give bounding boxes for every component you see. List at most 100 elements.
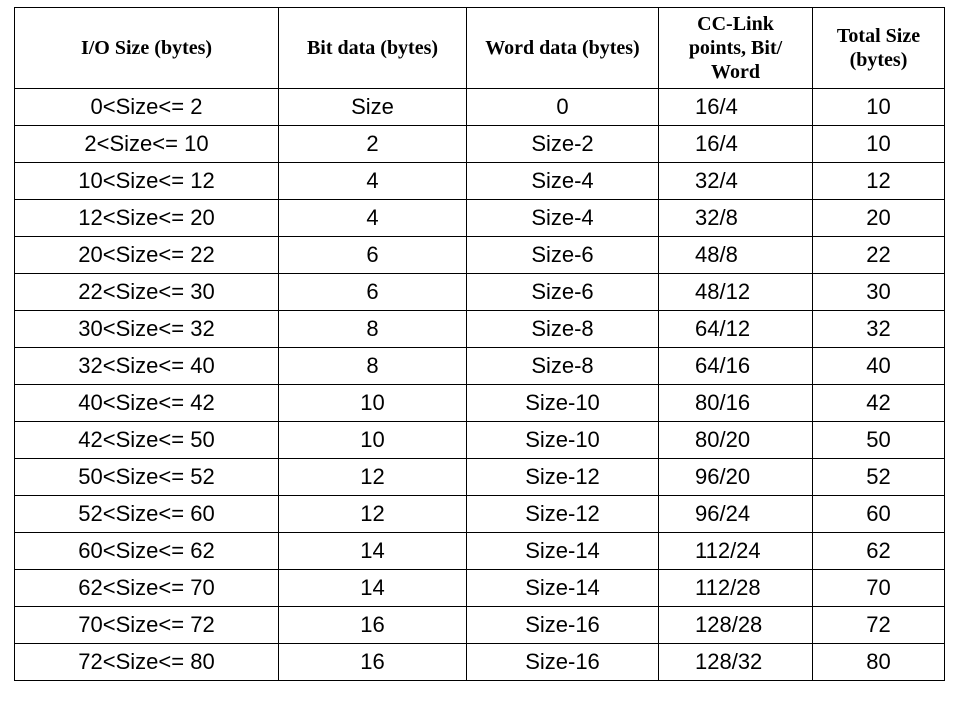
table-row: 50<Size<= 52 12 Size-12 96/20 52 <box>14 458 945 496</box>
table-cell: 12<Size<= 20 <box>14 199 279 237</box>
table-row: 12<Size<= 20 4 Size-4 32/8 20 <box>14 199 945 237</box>
table-row: 0<Size<= 2 Size 0 16/4 10 <box>14 88 945 126</box>
table-cell: Size-8 <box>466 347 659 385</box>
table-cell: 16 <box>278 606 467 644</box>
table-cell: Size-4 <box>466 162 659 200</box>
table-cell: 60 <box>812 495 945 533</box>
table-cell: 96/20 <box>658 458 813 496</box>
table-cell: 8 <box>278 347 467 385</box>
table-cell: 20 <box>812 199 945 237</box>
table-cell: Size-4 <box>466 199 659 237</box>
table-cell: 14 <box>278 532 467 570</box>
table-cell: 40 <box>812 347 945 385</box>
table-cell: 6 <box>278 273 467 311</box>
header-cell: Bit data (bytes) <box>278 7 467 89</box>
table-cell: 10 <box>278 384 467 422</box>
table-cell: 48/8 <box>658 236 813 274</box>
table-cell: 60<Size<= 62 <box>14 532 279 570</box>
table-cell: Size-14 <box>466 532 659 570</box>
table-cell: Size-6 <box>466 273 659 311</box>
table-cell: 10 <box>812 125 945 163</box>
table-row: 52<Size<= 60 12 Size-12 96/24 60 <box>14 495 945 533</box>
table-cell: 48/12 <box>658 273 813 311</box>
table-cell: 112/28 <box>658 569 813 607</box>
table-container: I/O Size (bytes) Bit data (bytes) Word dat… <box>14 7 945 681</box>
table-row: 2<Size<= 10 2 Size-2 16/4 10 <box>14 125 945 163</box>
table-cell: 42<Size<= 50 <box>14 421 279 459</box>
table-cell: 20<Size<= 22 <box>14 236 279 274</box>
table-row: 60<Size<= 62 14 Size-14 112/24 62 <box>14 532 945 570</box>
table-cell: 2<Size<= 10 <box>14 125 279 163</box>
table-cell: 16/4 <box>658 125 813 163</box>
table-cell: 22<Size<= 30 <box>14 273 279 311</box>
table-cell: 12 <box>278 495 467 533</box>
table-cell: 32<Size<= 40 <box>14 347 279 385</box>
table-cell: 72 <box>812 606 945 644</box>
size-table: I/O Size (bytes) Bit data (bytes) Word dat… <box>14 7 945 681</box>
table-cell: 0<Size<= 2 <box>14 88 279 126</box>
table-cell: 52<Size<= 60 <box>14 495 279 533</box>
table-cell: 0 <box>466 88 659 126</box>
table-row: 42<Size<= 50 10 Size-10 80/20 50 <box>14 421 945 459</box>
table-cell: 64/16 <box>658 347 813 385</box>
table-cell: 12 <box>278 458 467 496</box>
header-cell: Total Size (bytes) <box>812 7 945 89</box>
table-row: 30<Size<= 32 8 Size-8 64/12 32 <box>14 310 945 348</box>
table-cell: 16 <box>278 643 467 681</box>
table-cell: 30<Size<= 32 <box>14 310 279 348</box>
table-cell: 8 <box>278 310 467 348</box>
header-cell: Word data (bytes) <box>466 7 659 89</box>
table-row: 70<Size<= 72 16 Size-16 128/28 72 <box>14 606 945 644</box>
table-cell: 50 <box>812 421 945 459</box>
table-cell: Size-12 <box>466 495 659 533</box>
table-cell: 40<Size<= 42 <box>14 384 279 422</box>
table-cell: 62 <box>812 532 945 570</box>
table-cell: 32 <box>812 310 945 348</box>
table-cell: 112/24 <box>658 532 813 570</box>
table-row: 62<Size<= 70 14 Size-14 112/28 70 <box>14 569 945 607</box>
table-cell: 32/4 <box>658 162 813 200</box>
table-cell: 16/4 <box>658 88 813 126</box>
table-cell: 52 <box>812 458 945 496</box>
table-cell: Size-16 <box>466 643 659 681</box>
table-cell: 70<Size<= 72 <box>14 606 279 644</box>
table-cell: 10<Size<= 12 <box>14 162 279 200</box>
table-cell: 42 <box>812 384 945 422</box>
table-row: 10<Size<= 12 4 Size-4 32/4 12 <box>14 162 945 200</box>
table-cell: 128/32 <box>658 643 813 681</box>
table-cell: 32/8 <box>658 199 813 237</box>
table-cell: Size-12 <box>466 458 659 496</box>
table-cell: 10 <box>812 88 945 126</box>
table-cell: 14 <box>278 569 467 607</box>
table-cell: 72<Size<= 80 <box>14 643 279 681</box>
table-cell: 70 <box>812 569 945 607</box>
table-cell: Size-14 <box>466 569 659 607</box>
table-cell: 80/16 <box>658 384 813 422</box>
table-cell: 12 <box>812 162 945 200</box>
table-cell: Size <box>278 88 467 126</box>
table-cell: 50<Size<= 52 <box>14 458 279 496</box>
table-cell: 128/28 <box>658 606 813 644</box>
table-body: 0<Size<= 2 Size 0 16/4 10 2<Size<= 10 2 Size-2 1… <box>14 88 945 681</box>
table-cell: 4 <box>278 162 467 200</box>
table-cell: 4 <box>278 199 467 237</box>
table-cell: 22 <box>812 236 945 274</box>
table-cell: 30 <box>812 273 945 311</box>
table-cell: 6 <box>278 236 467 274</box>
table-cell: 80 <box>812 643 945 681</box>
table-cell: Size-2 <box>466 125 659 163</box>
table-row: 32<Size<= 40 8 Size-8 64/16 40 <box>14 347 945 385</box>
table-cell: Size-8 <box>466 310 659 348</box>
table-cell: 64/12 <box>658 310 813 348</box>
table-cell: 10 <box>278 421 467 459</box>
table-cell: 96/24 <box>658 495 813 533</box>
table-cell: Size-16 <box>466 606 659 644</box>
header-cell: CC-Link points, Bit/ Word <box>658 7 813 89</box>
table-cell: Size-10 <box>466 384 659 422</box>
table-cell: 2 <box>278 125 467 163</box>
header-cell: I/O Size (bytes) <box>14 7 279 89</box>
table-row: 22<Size<= 30 6 Size-6 48/12 30 <box>14 273 945 311</box>
table-cell: Size-6 <box>466 236 659 274</box>
table-row: 20<Size<= 22 6 Size-6 48/8 22 <box>14 236 945 274</box>
